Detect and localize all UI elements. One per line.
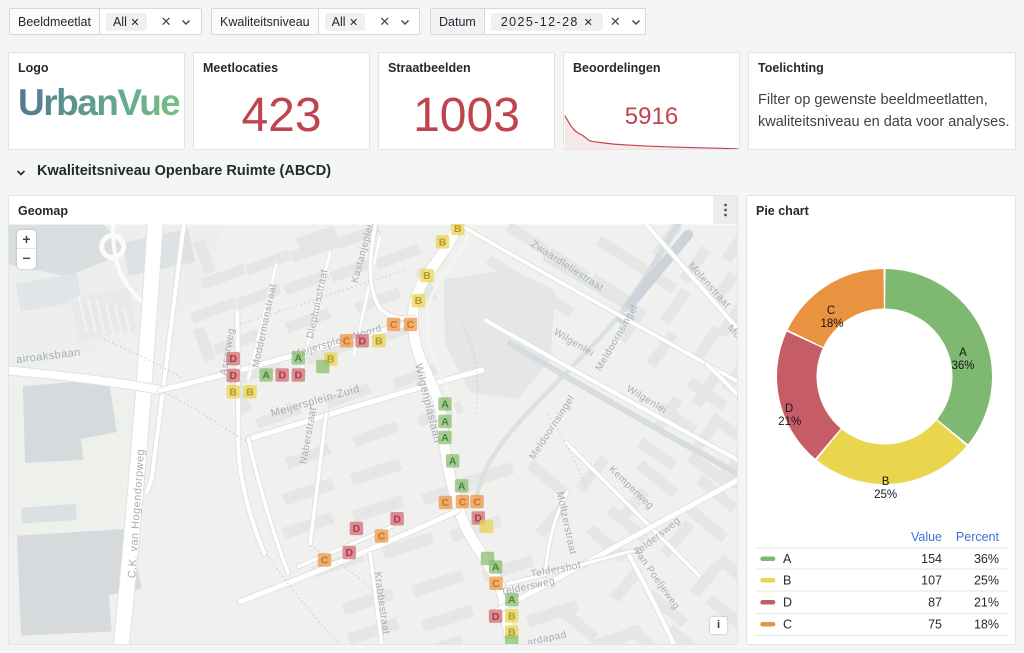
svg-text:D: D xyxy=(229,371,237,382)
svg-text:C: C xyxy=(442,498,450,509)
svg-text:154: 154 xyxy=(921,552,942,566)
svg-text:C: C xyxy=(473,497,481,508)
svg-text:A: A xyxy=(262,371,270,382)
svg-text:D: D xyxy=(785,403,793,415)
svg-text:C: C xyxy=(321,556,329,567)
svg-text:D: D xyxy=(229,354,237,365)
svg-text:87: 87 xyxy=(928,596,942,610)
svg-text:A: A xyxy=(783,552,792,566)
svg-text:B: B xyxy=(375,336,383,347)
svg-text:D: D xyxy=(278,371,286,382)
svg-text:107: 107 xyxy=(921,574,942,588)
svg-text:B: B xyxy=(327,355,335,366)
svg-text:B: B xyxy=(439,238,447,249)
svg-text:D: D xyxy=(353,524,361,535)
svg-text:A: A xyxy=(959,347,967,359)
svg-text:C: C xyxy=(459,497,467,508)
svg-text:D: D xyxy=(783,596,792,610)
svg-text:25%: 25% xyxy=(874,489,897,501)
svg-text:C: C xyxy=(407,320,415,331)
svg-text:C: C xyxy=(343,336,351,347)
svg-text:D: D xyxy=(358,336,366,347)
svg-text:21%: 21% xyxy=(974,596,999,610)
svg-text:C: C xyxy=(827,305,835,317)
svg-text:A: A xyxy=(492,563,500,574)
svg-text:B: B xyxy=(423,271,431,282)
svg-text:36%: 36% xyxy=(974,552,999,566)
svg-text:A: A xyxy=(441,417,449,428)
svg-text:36%: 36% xyxy=(951,360,974,372)
svg-text:C: C xyxy=(492,579,500,590)
svg-text:D: D xyxy=(295,371,303,382)
svg-text:B: B xyxy=(882,476,890,488)
svg-text:18%: 18% xyxy=(974,618,999,632)
svg-text:A: A xyxy=(458,481,466,492)
svg-text:D: D xyxy=(492,612,500,623)
svg-text:B: B xyxy=(508,628,516,639)
svg-text:Value: Value xyxy=(911,530,942,544)
svg-text:B: B xyxy=(454,224,462,235)
svg-text:A: A xyxy=(508,595,516,606)
svg-text:D: D xyxy=(345,548,353,559)
svg-text:A: A xyxy=(441,433,449,444)
svg-text:B: B xyxy=(229,387,237,398)
svg-text:A: A xyxy=(449,456,457,467)
svg-text:B: B xyxy=(508,611,516,622)
svg-text:B: B xyxy=(783,574,791,588)
svg-text:18%: 18% xyxy=(820,318,843,330)
svg-text:75: 75 xyxy=(928,618,942,632)
svg-text:B: B xyxy=(415,296,423,307)
svg-text:D: D xyxy=(474,514,482,525)
svg-text:C: C xyxy=(390,320,398,331)
svg-text:Percent: Percent xyxy=(956,530,1000,544)
svg-text:B: B xyxy=(246,387,254,398)
svg-text:25%: 25% xyxy=(974,574,999,588)
svg-text:D: D xyxy=(393,514,401,525)
svg-text:A: A xyxy=(295,354,303,365)
svg-text:C: C xyxy=(378,532,386,543)
svg-text:A: A xyxy=(441,400,449,411)
svg-text:C: C xyxy=(783,618,792,632)
svg-text:21%: 21% xyxy=(778,416,801,428)
